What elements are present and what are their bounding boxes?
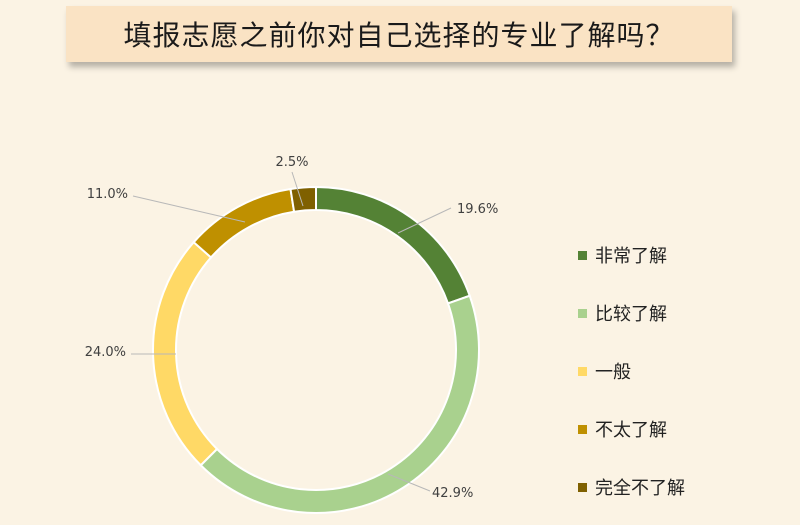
legend-swatch (578, 482, 587, 492)
legend-item-1: 非常了解 (578, 226, 685, 284)
legend-label: 一般 (595, 362, 631, 383)
chart-title-box: 填报志愿之前你对自己选择的专业了解吗？ (66, 6, 732, 62)
legend-swatch (578, 250, 587, 260)
leader-line-4 (132, 195, 246, 223)
data-label-2: 42.9% (432, 486, 473, 501)
legend-label: 比较了解 (595, 304, 667, 325)
donut-slice-4 (192, 187, 296, 259)
data-label-1: 19.6% (457, 202, 498, 217)
donut-slice-2 (199, 294, 480, 514)
legend-label: 完全不了解 (595, 478, 685, 499)
legend-label: 不太了解 (595, 420, 667, 441)
donut-slice-5 (289, 185, 317, 213)
legend-item-2: 比较了解 (578, 284, 685, 342)
legend-item-3: 一般 (578, 342, 685, 400)
leader-line-1 (397, 207, 452, 234)
data-label-4: 11.0% (87, 187, 128, 202)
legend-swatch (578, 424, 587, 434)
legend-swatch (578, 308, 587, 318)
leader-line-2 (387, 473, 431, 492)
chart-legend: 非常了解比较了解一般不太了解完全不了解 (578, 226, 685, 516)
data-label-3: 24.0% (85, 345, 126, 360)
donut-slice-1 (315, 185, 471, 305)
legend-swatch (578, 366, 587, 376)
legend-item-4: 不太了解 (578, 400, 685, 458)
leader-line-5 (291, 171, 304, 207)
legend-item-5: 完全不了解 (578, 458, 685, 516)
legend-label: 非常了解 (595, 246, 667, 267)
data-label-5: 2.5% (275, 155, 308, 170)
chart-title: 填报志愿之前你对自己选择的专业了解吗？ (123, 19, 675, 52)
